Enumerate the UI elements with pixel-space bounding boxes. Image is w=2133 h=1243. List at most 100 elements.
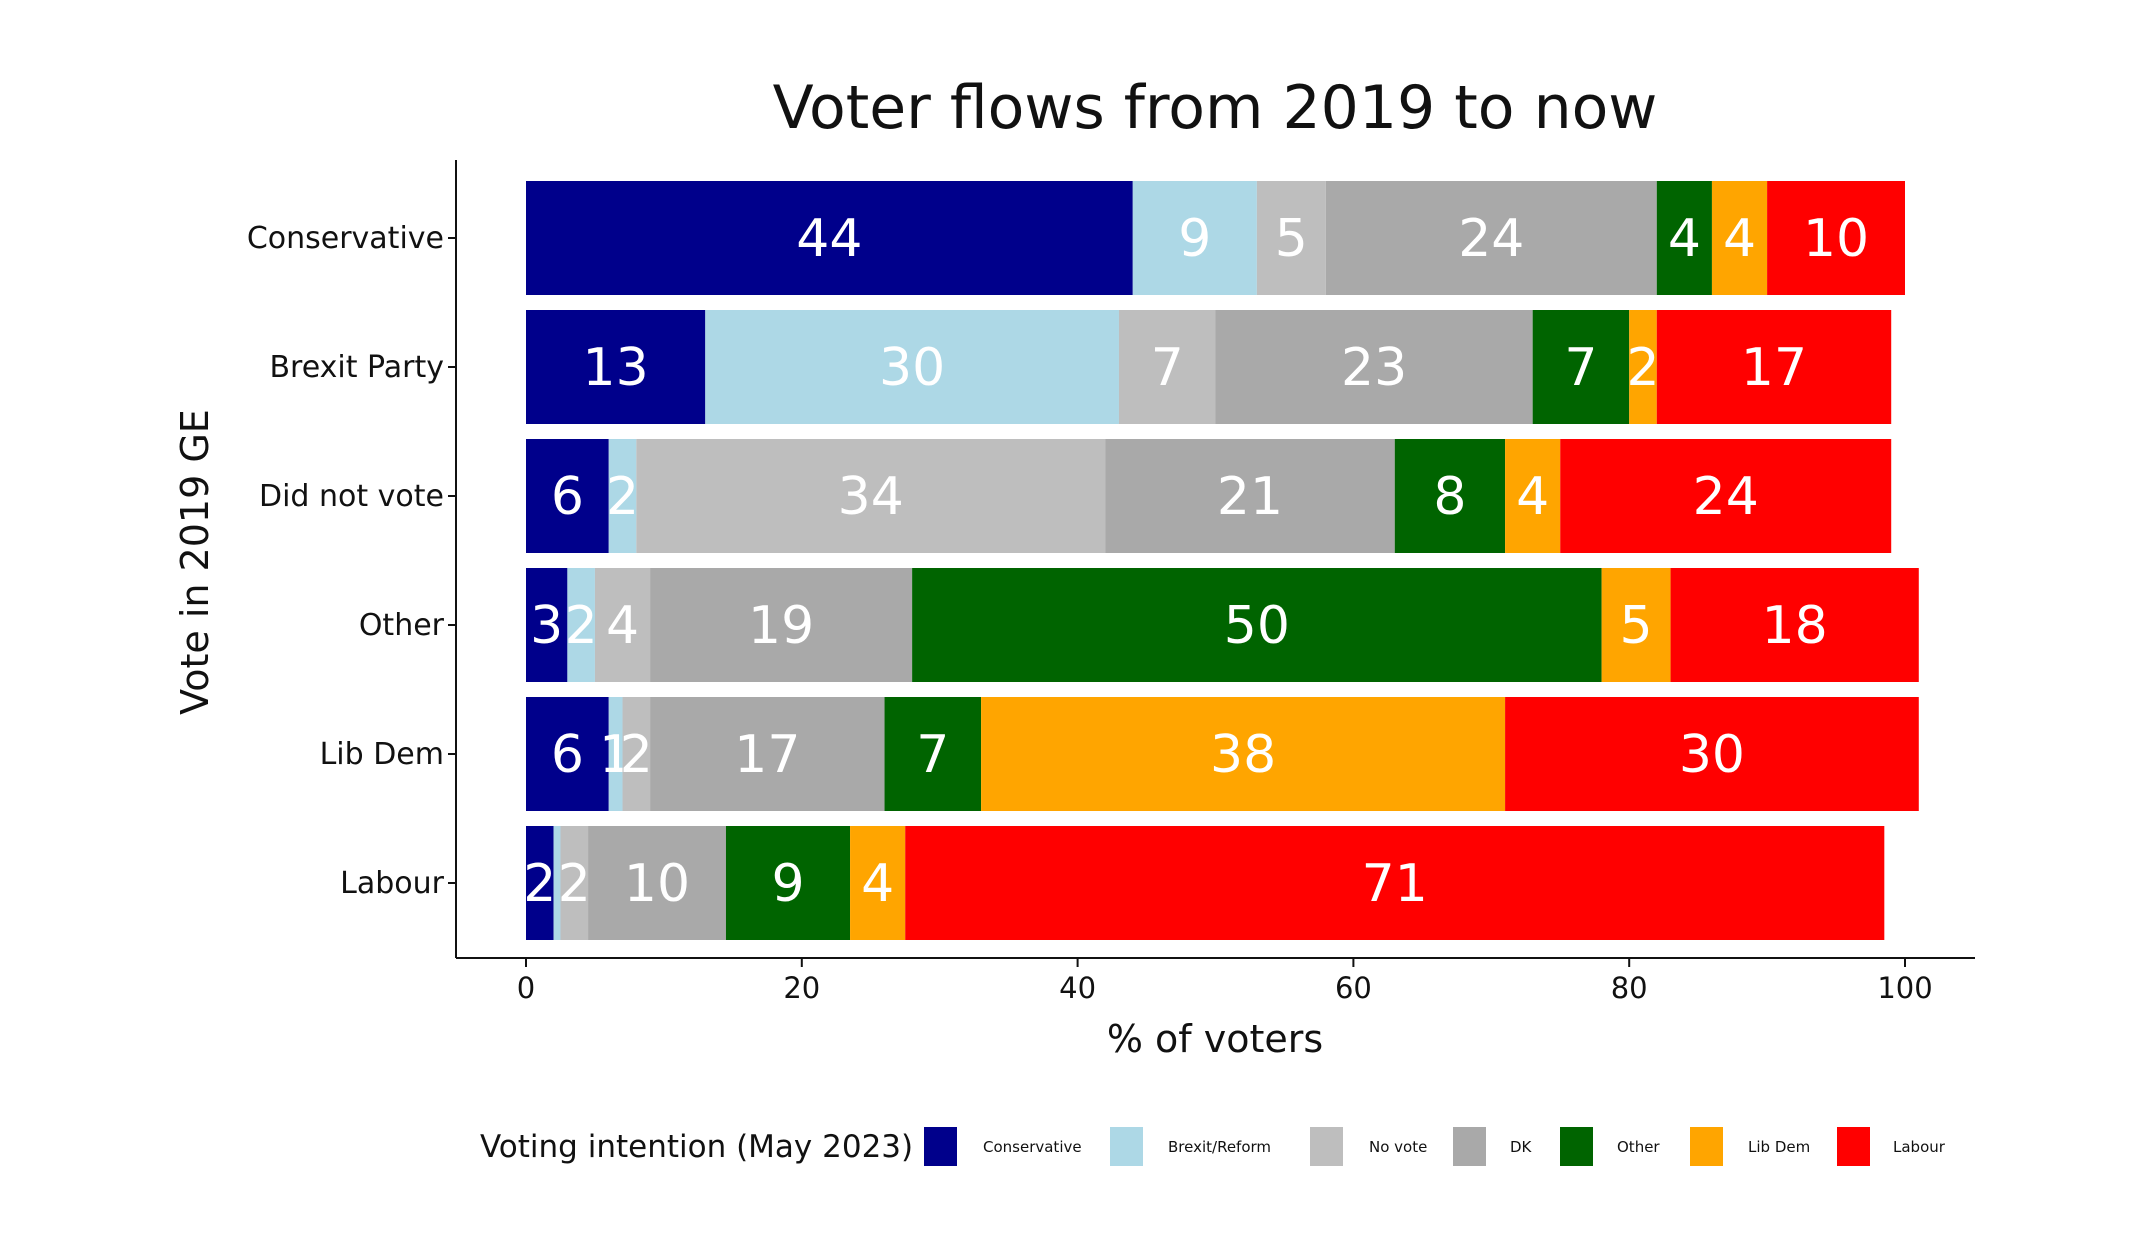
bar-segment-lib-dem-other — [884, 697, 982, 811]
legend-key-dk — [1453, 1127, 1486, 1166]
data-label-other-no-vote: 4 — [606, 596, 639, 656]
bar-segment-labour-other — [725, 826, 851, 940]
bar-segment-conservative-brexit-reform — [1132, 181, 1257, 295]
data-label-conservative-other: 4 — [1668, 209, 1701, 269]
legend-key-lib-dem — [1690, 1127, 1723, 1166]
data-label-brexit-party-dk: 23 — [1341, 338, 1407, 398]
data-label-lib-dem-other: 7 — [916, 725, 949, 785]
legend-key-conservative — [924, 1127, 957, 1166]
data-label-brexit-party-conservative: 13 — [583, 338, 649, 398]
bar-segment-brexit-party-other — [1532, 310, 1630, 424]
bar-segment-other-no-vote — [594, 568, 651, 682]
legend-label-brexit-reform: Brexit/Reform — [1168, 1138, 1271, 1156]
bar-segment-conservative-conservative — [526, 181, 1133, 295]
data-label-brexit-party-other: 7 — [1564, 338, 1597, 398]
bar-segment-conservative-labour — [1767, 181, 1905, 295]
data-label-labour-dk: 10 — [624, 854, 690, 914]
legend: Voting intention (May 2023) Conservative… — [480, 1127, 1946, 1166]
data-label-lib-dem-dk: 17 — [734, 725, 800, 785]
bar-segment-brexit-party-conservative — [526, 310, 706, 424]
legend-label-dk: DK — [1510, 1138, 1533, 1156]
y-tick-label-other: Other — [359, 608, 445, 643]
data-label-did-not-vote-other: 8 — [1433, 467, 1466, 527]
x-tick-label-80: 80 — [1611, 971, 1648, 1005]
bar-segment-conservative-dk — [1325, 181, 1657, 295]
data-label-conservative-dk: 24 — [1458, 209, 1524, 269]
data-label-conservative-brexit-reform: 9 — [1178, 209, 1211, 269]
data-label-other-dk: 19 — [748, 596, 814, 656]
data-label-brexit-party-brexit-reform: 30 — [879, 338, 945, 398]
bar-segment-lib-dem-labour — [1505, 697, 1919, 811]
bar-row-labour: 2 2 10 9 4 71 — [523, 826, 1885, 940]
bar-segment-did-not-vote-no-vote — [636, 439, 1106, 553]
data-label-other-brexit-reform: 2 — [565, 596, 598, 656]
data-label-did-not-vote-labour: 24 — [1693, 467, 1759, 527]
data-label-lib-dem-labour: 30 — [1679, 725, 1745, 785]
data-label-labour-labour: 71 — [1362, 854, 1428, 914]
data-label-lib-dem-conservative: 6 — [551, 725, 584, 785]
bar-segment-brexit-party-brexit-reform — [705, 310, 1119, 424]
data-label-conservative-lib-dem: 4 — [1723, 209, 1756, 269]
data-label-brexit-party-lib-dem: 2 — [1626, 338, 1659, 398]
bar-segment-conservative-no-vote — [1256, 181, 1326, 295]
bar-segment-other-other — [912, 568, 1602, 682]
legend-title: Voting intention (May 2023) — [480, 1129, 913, 1165]
data-label-brexit-party-labour: 17 — [1741, 338, 1807, 398]
x-tick-label-40: 40 — [1059, 971, 1096, 1005]
bar-segment-lib-dem-dk — [650, 697, 885, 811]
x-axis-title: % of voters — [1107, 1017, 1323, 1061]
bar-segment-lib-dem-no-vote — [622, 697, 651, 811]
data-label-conservative-conservative: 44 — [796, 209, 862, 269]
data-label-labour-no-vote: 2 — [558, 854, 591, 914]
data-label-other-lib-dem: 5 — [1620, 596, 1653, 656]
data-label-labour-lib-dem: 4 — [861, 854, 894, 914]
legend-label-other: Other — [1617, 1138, 1660, 1156]
bar-segment-other-conservative — [526, 568, 568, 682]
legend-key-labour — [1837, 1127, 1870, 1166]
data-label-lib-dem-no-vote: 2 — [620, 725, 653, 785]
bar-segment-lib-dem-brexit-reform — [608, 697, 623, 811]
bar-segment-conservative-other — [1656, 181, 1712, 295]
x-tick-label-0: 0 — [517, 971, 535, 1005]
legend-key-no-vote — [1310, 1127, 1343, 1166]
bar-segment-conservative-lib-dem — [1711, 181, 1768, 295]
bar-segment-lib-dem-conservative — [526, 697, 609, 811]
bar-segment-did-not-vote-other — [1394, 439, 1506, 553]
data-label-other-conservative: 3 — [530, 596, 563, 656]
data-label-conservative-labour: 10 — [1803, 209, 1869, 269]
legend-label-labour: Labour — [1893, 1138, 1946, 1156]
data-label-labour-conservative: 2 — [523, 854, 556, 914]
data-label-labour-other: 9 — [771, 854, 804, 914]
legend-key-other — [1560, 1127, 1593, 1166]
y-tick-label-lib-dem: Lib Dem — [320, 737, 444, 772]
y-tick-label-conservative: Conservative — [247, 221, 444, 256]
data-label-other-other: 50 — [1224, 596, 1290, 656]
data-label-other-labour: 18 — [1762, 596, 1828, 656]
bar-segment-labour-no-vote — [560, 826, 589, 940]
bar-segment-other-brexit-reform — [567, 568, 595, 682]
chart-title: Voter flows from 2019 to now — [773, 73, 1658, 143]
bar-segment-other-dk — [650, 568, 913, 682]
bar-segment-did-not-vote-brexit-reform — [608, 439, 637, 553]
data-label-lib-dem-lib-dem: 38 — [1210, 725, 1276, 785]
bar-segment-other-labour — [1670, 568, 1919, 682]
bar-segment-did-not-vote-dk — [1105, 439, 1395, 553]
data-label-did-not-vote-conservative: 6 — [551, 467, 584, 527]
bar-row-other: 3 2 4 19 50 5 18 — [526, 568, 1919, 682]
bar-segment-brexit-party-no-vote — [1118, 310, 1216, 424]
data-label-brexit-party-no-vote: 7 — [1151, 338, 1184, 398]
bar-segment-labour-labour — [905, 826, 1885, 940]
y-axis-title: Vote in 2019 GE — [173, 409, 217, 715]
data-label-did-not-vote-brexit-reform: 2 — [606, 467, 639, 527]
legend-key-brexit-reform — [1110, 1127, 1143, 1166]
x-tick-label-100: 100 — [1877, 971, 1932, 1005]
bar-segment-labour-lib-dem — [850, 826, 906, 940]
bar-segment-labour-dk — [588, 826, 726, 940]
y-tick-label-brexit-party: Brexit Party — [269, 350, 444, 385]
legend-label-lib-dem: Lib Dem — [1748, 1138, 1810, 1156]
data-label-did-not-vote-dk: 21 — [1217, 467, 1283, 527]
bar-segment-brexit-party-labour — [1656, 310, 1892, 424]
bar-segment-other-lib-dem — [1601, 568, 1671, 682]
